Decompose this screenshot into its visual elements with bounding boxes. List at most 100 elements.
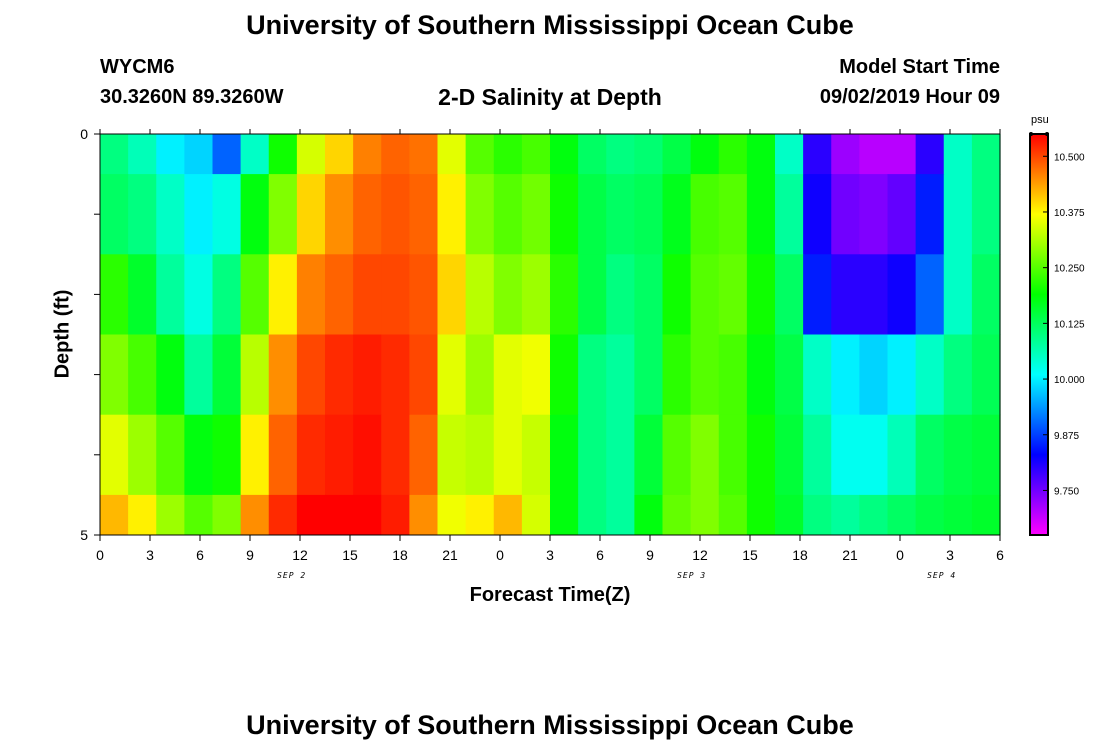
heatmap-cell [831, 254, 860, 335]
heatmap-cell [718, 134, 748, 175]
heatmap-cell [578, 254, 607, 335]
heatmap-cell [240, 134, 270, 175]
page-title: University of Southern Mississippi Ocean… [246, 10, 854, 40]
heatmap-cell [550, 334, 579, 416]
heatmap-cell [381, 494, 410, 536]
heatmap-cell [662, 174, 692, 255]
heatmap-cell [606, 414, 635, 496]
heatmap-cell [381, 254, 410, 335]
heatmap-cell [550, 494, 579, 536]
heatmap-cell [746, 174, 776, 255]
heatmap-cell [268, 254, 298, 335]
heatmap-cell [690, 414, 720, 496]
date-label: SEP 3 [677, 571, 706, 580]
heatmap-cell [943, 254, 973, 335]
heatmap-cell [550, 174, 579, 255]
y-axis-label: Depth (ft) [51, 289, 74, 379]
x-tick-label: 12 [692, 547, 708, 563]
station-id: WYCM6 [100, 56, 175, 78]
heatmap-cell [550, 134, 579, 175]
heatmap-cell [915, 414, 945, 496]
heatmap-cell [156, 174, 185, 255]
heatmap-cell [437, 174, 467, 255]
heatmap-cell [915, 134, 945, 175]
x-tick-label: 0 [96, 547, 104, 563]
heatmap-cell [887, 174, 917, 255]
heatmap-cell [437, 494, 467, 536]
heatmap-cell [128, 174, 157, 255]
heatmap-cell [325, 414, 354, 496]
heatmap-cell [296, 414, 326, 496]
heatmap-cell [887, 494, 917, 536]
heatmap-cell [578, 334, 607, 416]
model-start-time: 09/02/2019 Hour 09 [819, 86, 1000, 108]
heatmap-cell [550, 414, 579, 496]
heatmap-cell [831, 334, 860, 416]
chart-title: 2-D Salinity at Depth [438, 84, 662, 110]
heatmap-cell [437, 254, 467, 335]
heatmap-cell [100, 174, 129, 255]
heatmap-cell [128, 414, 157, 496]
heatmap-cell [128, 494, 157, 536]
colorbar-corner [1045, 132, 1049, 136]
heatmap-cell [184, 494, 214, 536]
colorbar-tick-label: 10.500 [1054, 152, 1085, 163]
heatmap-cell [409, 174, 439, 255]
heatmap-cell [915, 174, 945, 255]
x-tick-label: 12 [292, 547, 308, 563]
heatmap-cell [887, 334, 917, 416]
heatmap-cell [156, 414, 185, 496]
heatmap-cell [578, 174, 607, 255]
x-tick-label: 21 [442, 547, 458, 563]
model-start-label: Model Start Time [839, 56, 1000, 78]
x-tick-label: 3 [946, 547, 954, 563]
heatmap-cell [718, 414, 748, 496]
heatmap-cell [746, 134, 776, 175]
heatmap-cell [578, 414, 607, 496]
heatmap-cell [662, 334, 692, 416]
heatmap-cell [887, 254, 917, 335]
heatmap-cell [493, 134, 523, 175]
heatmap-cell [184, 254, 214, 335]
heatmap-cell [606, 334, 635, 416]
heatmap-cell [859, 134, 889, 175]
heatmap-cell [100, 494, 129, 536]
station-coords: 30.3260N 89.3260W [100, 86, 284, 108]
colorbar-unit: psu [1031, 114, 1049, 126]
heatmap-cell [465, 174, 495, 255]
heatmap-cell [662, 494, 692, 536]
heatmap-cell [578, 494, 607, 536]
heatmap-cell [493, 414, 523, 496]
heatmap-cell [831, 174, 860, 255]
heatmap-cell [859, 414, 889, 496]
heatmap-cell [156, 254, 185, 335]
heatmap-cell [409, 494, 439, 536]
date-label: SEP 4 [927, 571, 956, 580]
colorbar-tick-label: 9.875 [1054, 431, 1079, 442]
heatmap-cell [775, 334, 804, 416]
heatmap-cell [465, 254, 495, 335]
x-tick-label: 15 [342, 547, 358, 563]
heatmap-cell [296, 134, 326, 175]
heatmap-cell [746, 334, 776, 416]
heatmap-cell [296, 334, 326, 416]
x-axis-label: Forecast Time(Z) [469, 584, 631, 606]
heatmap-cell [690, 254, 720, 335]
heatmap-cell [296, 254, 326, 335]
heatmap-cell [887, 414, 917, 496]
date-label: SEP 2 [277, 571, 306, 580]
heatmap-cell [184, 414, 214, 496]
heatmap-cell [690, 494, 720, 536]
heatmap-cell [803, 414, 832, 496]
x-tick-label: 3 [146, 547, 154, 563]
x-tick-label: 3 [546, 547, 554, 563]
heatmap-cell [690, 134, 720, 175]
heatmap-cell [240, 494, 270, 536]
heatmap-cell [606, 494, 635, 536]
heatmap-cell [831, 134, 860, 175]
heatmap-cell [156, 334, 185, 416]
heatmap-cell [775, 494, 804, 536]
heatmap-cell [409, 334, 439, 416]
heatmap-cell [521, 494, 551, 536]
heatmap-cell [915, 494, 945, 536]
